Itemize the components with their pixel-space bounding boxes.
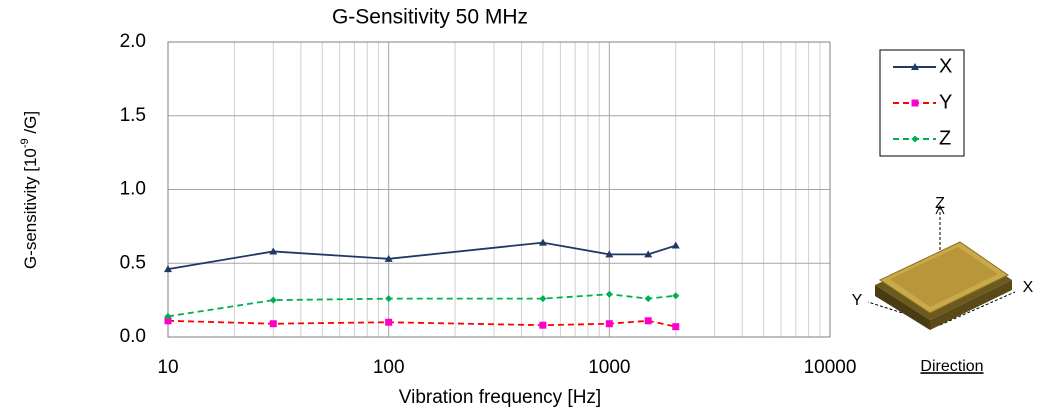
marker [269, 320, 277, 328]
marker [385, 318, 393, 326]
marker [671, 241, 680, 249]
y-tick-label: 1.5 [120, 105, 146, 126]
y-tick-label: 1.0 [120, 179, 146, 200]
marker [672, 292, 680, 300]
x-tick-label: 10000 [804, 357, 857, 378]
package-lid-inner [890, 247, 998, 307]
marker [605, 290, 613, 298]
x-axis-arrow [939, 291, 1016, 326]
marker [911, 135, 919, 143]
marker [269, 247, 278, 255]
axis-label: Z [935, 195, 945, 212]
x-tick-label: 1000 [588, 357, 630, 378]
y-axis-label: G-sensitivity [10-9 /G] [19, 111, 41, 269]
y-tick-label: 0.0 [120, 326, 146, 347]
marker [164, 265, 172, 273]
diagram-caption: Direction [920, 358, 983, 375]
marker [644, 250, 653, 258]
marker [644, 317, 652, 325]
marker [384, 254, 393, 262]
y-tick-label: 2.0 [120, 31, 146, 52]
legend-label: Z [939, 127, 951, 149]
x-tick-label: 100 [373, 357, 405, 378]
arrowhead [935, 204, 945, 215]
marker [164, 317, 172, 325]
marker [911, 63, 919, 70]
chart-title: G-Sensitivity 50 MHz [332, 6, 528, 29]
package-side [930, 280, 1012, 330]
y-label-suffix: /G] [21, 111, 40, 138]
marker [911, 99, 919, 107]
y-label-prefix: G-sensitivity [10 [21, 148, 40, 269]
marker [538, 238, 547, 246]
axis-label: X [1023, 279, 1034, 296]
marker [672, 323, 680, 331]
marker [269, 296, 277, 304]
legend-label: X [939, 55, 952, 77]
marker [164, 312, 172, 320]
legend-label: Y [939, 91, 952, 113]
plot-area: 10 100 1000 10000 0.0 0.5 1.0 1.5 2.0 [120, 31, 857, 378]
y-tick-label: 0.5 [120, 252, 146, 273]
marker [605, 250, 614, 258]
marker [385, 295, 393, 303]
legend: XYZ [893, 55, 952, 149]
marker [605, 320, 613, 328]
marker [539, 321, 547, 329]
plot-frame [167, 41, 831, 338]
y-label-exponent: -9 [19, 138, 31, 148]
axis-label: Y [852, 292, 863, 309]
marker [539, 295, 547, 303]
device-diagram: Z Y X Direction [852, 195, 1034, 375]
x-axis-label: Vibration frequency [Hz] [399, 387, 601, 408]
x-tick-label: 10 [157, 357, 178, 378]
marker [644, 295, 652, 303]
package-side [875, 285, 930, 330]
